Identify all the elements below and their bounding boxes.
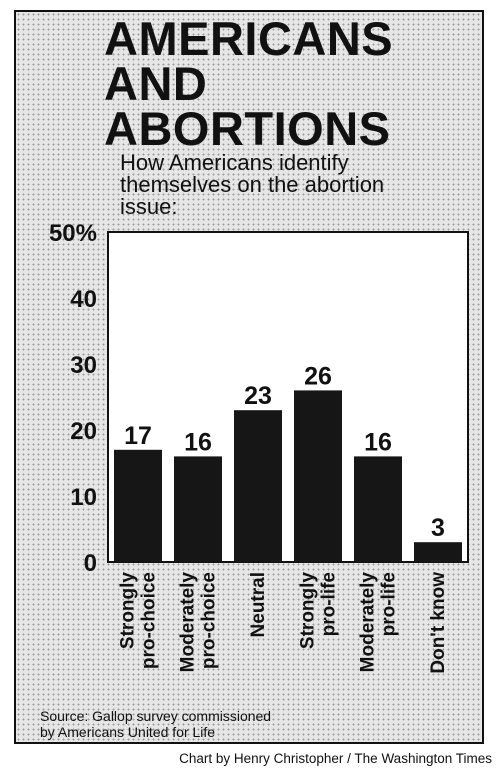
category-label-line: Moderately — [178, 572, 199, 673]
y-tick-label: 10 — [70, 484, 97, 511]
title-line-2: AND — [104, 57, 208, 110]
subtitle-line-1: How Americans identify — [120, 150, 349, 175]
category-label-line: Don't know — [428, 572, 449, 674]
category-label: Neutral — [248, 572, 269, 637]
bar — [174, 456, 222, 562]
subtitle-line-2: themselves on the abortion — [120, 172, 385, 197]
category-label-line: pro-choice — [139, 572, 160, 669]
bar-value-label: 3 — [431, 514, 445, 542]
chart-credit: Chart by Henry Christopher / The Washing… — [179, 751, 492, 766]
bar-value-label: 23 — [244, 382, 272, 410]
title-line-3: ABORTIONS — [104, 102, 391, 155]
bar-value-label: 16 — [364, 428, 392, 456]
bar-value-label: 17 — [124, 422, 152, 450]
bar — [294, 390, 342, 562]
source-line-1: Source: Gallop survey commissioned — [40, 708, 272, 724]
category-label: Don't know — [428, 572, 449, 674]
category-label-line: pro-life — [319, 572, 340, 636]
bar-value-label: 16 — [184, 428, 212, 456]
category-label-line: Neutral — [248, 572, 269, 637]
category-label-line: Strongly — [298, 572, 319, 649]
bar-value-label: 26 — [304, 362, 332, 390]
plot-area — [107, 231, 469, 563]
y-tick-label: 0 — [84, 550, 97, 577]
category-label: Moderately pro-choice — [178, 572, 220, 673]
category-label-line: pro-life — [379, 572, 400, 636]
chart-subtitle: How Americans identify themselves on the… — [120, 152, 450, 218]
bar — [414, 542, 462, 562]
category-label: Strongly pro-choice — [118, 572, 160, 670]
chart-title: AMERICANS AND ABORTIONS — [104, 12, 394, 155]
y-tick-label: 20 — [70, 418, 97, 445]
bar — [354, 456, 402, 562]
category-label-line: Strongly — [118, 572, 139, 649]
bar — [234, 410, 282, 562]
category-label: Strongly pro-life — [298, 572, 340, 649]
subtitle-line-3: issue: — [120, 194, 178, 219]
source-note: Source: Gallop survey commissioned by Am… — [40, 708, 271, 740]
category-label-line: Moderately — [358, 572, 379, 673]
bar — [114, 449, 162, 562]
title-line-1: AMERICANS — [104, 12, 394, 65]
source-line-2: by Americans United for Life — [40, 724, 216, 740]
y-tick-label: 40 — [70, 286, 97, 313]
y-tick-label: 30 — [70, 352, 97, 379]
category-label: Moderately pro-life — [358, 572, 400, 673]
category-label-line: pro-choice — [199, 572, 220, 669]
y-tick-label: 50% — [49, 220, 97, 247]
